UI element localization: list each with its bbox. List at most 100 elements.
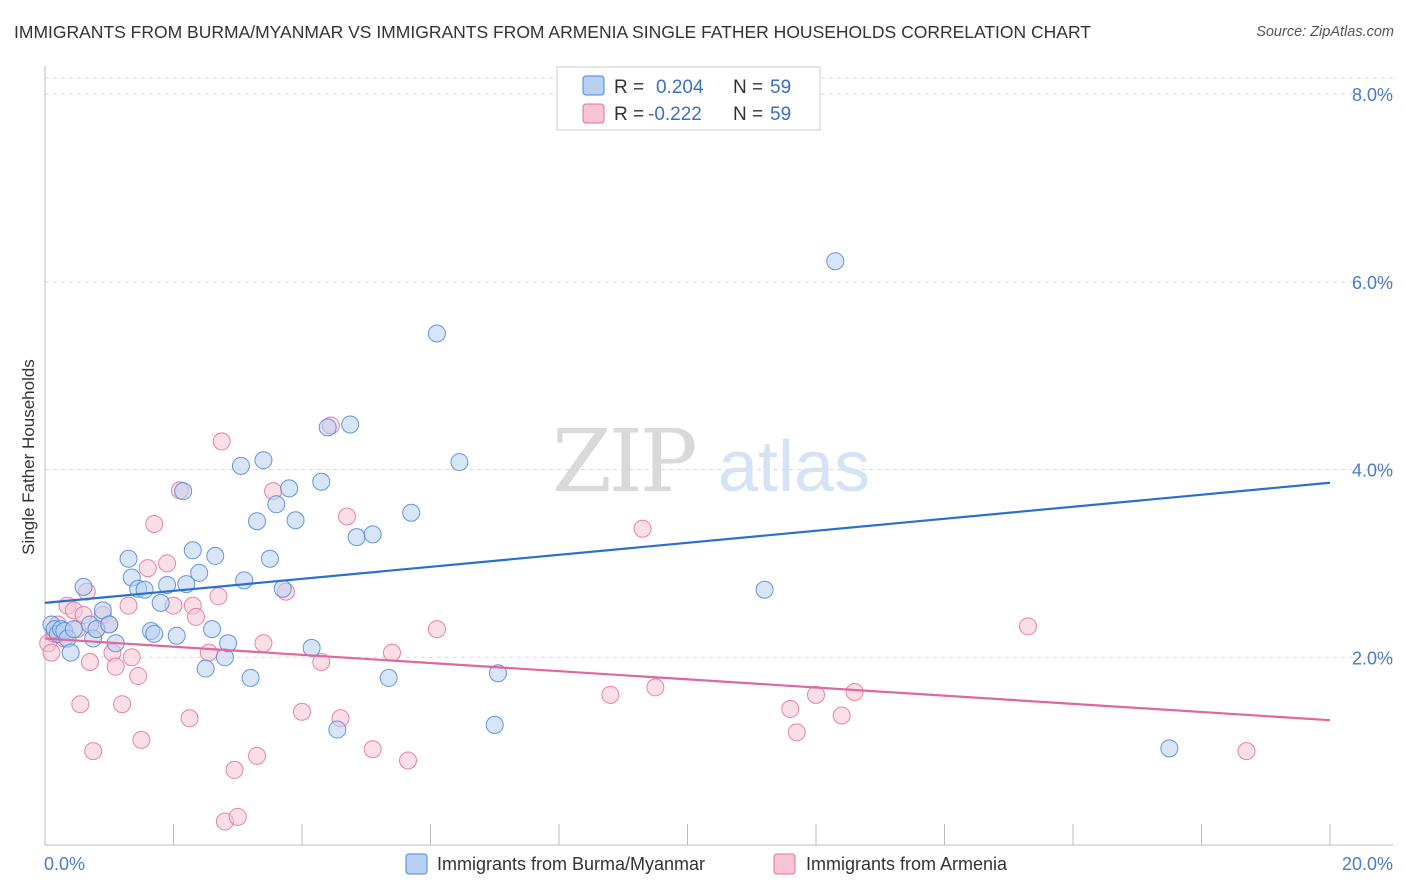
armenia-point-55 — [807, 685, 825, 704]
burma-point-49 — [363, 525, 382, 544]
legend-n-value-armenia: 59 — [770, 104, 791, 125]
armenia-point-53 — [781, 699, 800, 718]
armenia-trend-line — [44, 637, 1331, 722]
grid-lines — [45, 77, 1393, 658]
burma-point-41 — [280, 479, 299, 498]
armenia-point-8 — [71, 695, 90, 714]
burma-point-50 — [379, 668, 398, 687]
armenia-point-30 — [186, 607, 205, 626]
armenia-point-21 — [129, 667, 148, 686]
legend-r-label-burma: R = — [614, 77, 644, 98]
burma-point-43 — [302, 638, 321, 657]
watermark-atlas: atlas — [718, 427, 870, 507]
burma-point-45 — [318, 418, 337, 437]
bottom-legend-swatch-burma — [405, 853, 428, 875]
bottom-legend-swatch-armenia — [773, 853, 796, 875]
armenia-point-22 — [132, 730, 151, 749]
burma-point-8 — [74, 577, 93, 596]
burma-point-53 — [450, 453, 469, 472]
burma-point-20 — [145, 624, 164, 643]
legend-r-value-burma: 0.204 — [656, 77, 704, 98]
bottom-legend-label-armenia: Immigrants from Armenia — [806, 854, 1008, 874]
armenia-point-28 — [180, 709, 199, 728]
x-tick-labels: 0.0% 20.0% — [44, 854, 1393, 874]
armenia-point-19 — [119, 596, 138, 615]
y-tick-label-2: 6.0% — [1352, 273, 1393, 293]
y-tick-labels: 2.0% 4.0% 6.0% 8.0% — [1352, 85, 1393, 668]
y-tick-label-3: 8.0% — [1352, 85, 1393, 105]
burma-point-22 — [158, 576, 177, 595]
burma-point-26 — [183, 541, 202, 560]
burma-point-6 — [61, 643, 80, 662]
trend-lines — [44, 481, 1331, 722]
armenia-point-23 — [138, 559, 157, 578]
burma-point-23 — [167, 626, 186, 645]
watermark-zip: ZIP — [552, 412, 695, 512]
armenia-point-1 — [42, 643, 61, 662]
armenia-point-46 — [363, 740, 382, 759]
armenia-point-50 — [601, 685, 620, 704]
burma-point-56 — [755, 580, 774, 599]
axes — [44, 66, 1393, 846]
burma-point-18 — [135, 580, 154, 599]
armenia-point-47 — [382, 643, 401, 662]
armenia-point-20 — [122, 648, 141, 667]
bottom-legend-label-burma: Immigrants from Burma/Myanmar — [437, 854, 705, 874]
burma-point-54 — [485, 715, 504, 734]
burma-point-15 — [119, 549, 138, 568]
armenia-point-54 — [787, 723, 806, 742]
armenia-point-52 — [646, 678, 665, 697]
armenia-point-42 — [312, 652, 331, 671]
burma-point-13 — [100, 615, 119, 634]
legend-n-label-armenia: N = — [733, 104, 763, 125]
armenia-point-49 — [427, 620, 446, 639]
burma-points — [42, 252, 1179, 758]
watermark: ZIP atlas — [552, 412, 870, 512]
legend-n-value-burma: 59 — [770, 77, 791, 98]
armenia-point-45 — [337, 507, 356, 526]
armenia-point-32 — [209, 587, 228, 606]
burma-point-51 — [402, 503, 421, 522]
burma-point-52 — [427, 324, 446, 343]
legend-r-value-armenia: -0.222 — [648, 104, 702, 125]
y-tick-label-1: 4.0% — [1352, 461, 1393, 481]
burma-point-33 — [231, 456, 250, 475]
armenia-point-18 — [113, 695, 132, 714]
armenia-point-36 — [228, 807, 247, 826]
armenia-point-37 — [248, 746, 267, 765]
burma-point-28 — [196, 659, 215, 678]
burma-point-47 — [341, 415, 360, 434]
legend-r-label-armenia: R = — [614, 104, 644, 125]
bottom-legend: Immigrants from Burma/Myanmar Immigrants… — [405, 853, 1008, 875]
burma-point-55 — [488, 664, 507, 683]
x-tick-label-max: 20.0% — [1342, 854, 1393, 874]
armenia-point-58 — [1019, 617, 1038, 636]
burma-trend-line — [44, 481, 1331, 604]
armenia-point-33 — [212, 432, 231, 451]
burma-point-21 — [151, 593, 170, 612]
burma-point-48 — [347, 528, 366, 547]
burma-point-34 — [235, 571, 254, 590]
axis-ticks — [44, 824, 1331, 845]
burma-point-37 — [254, 451, 273, 470]
burma-point-7 — [64, 620, 83, 639]
burma-point-58 — [1160, 739, 1179, 758]
armenia-point-41 — [293, 702, 311, 721]
armenia-point-57 — [845, 683, 864, 702]
chart-source: Source: ZipAtlas.com — [1256, 24, 1394, 40]
armenia-point-12 — [84, 742, 103, 761]
legend-n-label-burma: N = — [733, 77, 763, 98]
armenia-point-31 — [199, 643, 218, 662]
armenia-point-38 — [254, 634, 273, 653]
armenia-point-35 — [225, 760, 244, 779]
burma-point-39 — [267, 495, 286, 514]
armenia-point-11 — [80, 652, 99, 671]
armenia-point-51 — [633, 519, 652, 538]
armenia-point-56 — [832, 706, 851, 725]
burma-point-27 — [190, 563, 209, 582]
burma-point-44 — [312, 472, 331, 491]
burma-point-40 — [273, 579, 292, 598]
y-axis-label: Single Father Households — [19, 359, 38, 555]
burma-point-30 — [206, 546, 225, 565]
